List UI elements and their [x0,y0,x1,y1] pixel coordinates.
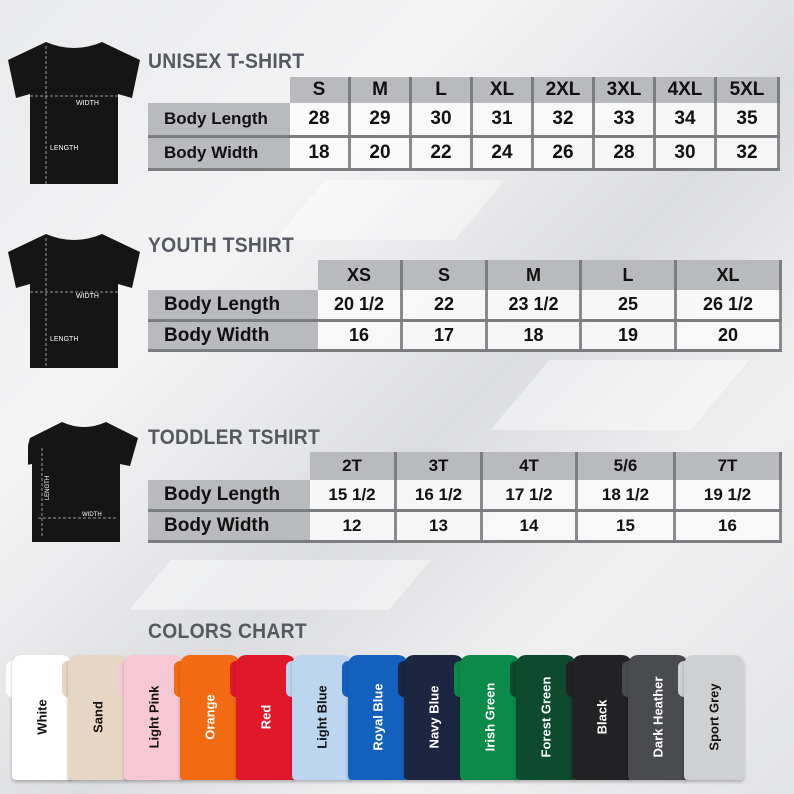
size-header: 7T [676,452,782,480]
size-header: 3XL [595,77,656,103]
table-cell: 29 [351,103,412,135]
length-label: LENGTH [50,145,79,152]
table-cell: 12 [310,512,397,540]
width-label: WIDTH [82,512,102,518]
table-cell: 31 [473,103,534,135]
unisex-title: UNISEX T-SHIRT [148,50,305,73]
size-header: S [290,77,351,103]
table-cell: 18 1/2 [578,480,676,509]
unisex-shirt-diagram [8,42,140,184]
table-cell: 23 1/2 [488,290,582,319]
table-cell: 32 [534,103,595,135]
color-name: Navy Blue [426,685,442,749]
size-header: M [488,260,582,290]
row-divider [148,509,782,512]
shirt-body [684,655,744,780]
row-label: Body Width [148,512,310,540]
size-header: 5/6 [578,452,676,480]
youth-title: YOUTH TSHIRT [148,234,295,257]
toddler-shirt-diagram [28,422,138,542]
table-cell: 24 [473,138,534,168]
table-cell: 15 1/2 [310,480,397,509]
color-name: Orange [202,694,218,740]
row-label: Body Length [148,103,290,135]
color-name: Light Blue [314,685,330,749]
size-header: L [582,260,677,290]
size-header: 3T [397,452,483,480]
table-cell: 18 [290,138,351,168]
table-cell: 26 [534,138,595,168]
width-label: WIDTH [76,293,99,300]
background-stripe [129,560,431,610]
size-header: 4T [483,452,578,480]
table-cell: 22 [412,138,473,168]
color-name: Sport Grey [706,683,722,751]
color-swatch: White [6,655,78,780]
color-name: Irish Green [482,682,498,752]
length-label: LENGTH [50,336,79,343]
row-label: Body Width [148,138,290,168]
table-cell: 35 [717,103,780,135]
row-divider [148,349,782,352]
row-label: Body Width [148,322,318,349]
table-cell: 34 [656,103,717,135]
table-cell: 28 [290,103,351,135]
row-divider [148,540,782,543]
size-header: M [351,77,412,103]
size-header: XL [677,260,782,290]
table-cell: 28 [595,138,656,168]
row-divider [148,168,780,171]
table-cell: 20 [677,322,782,349]
toddler-title: TODDLER TSHIRT [148,426,321,449]
size-header: XL [473,77,534,103]
colors-chart-title: COLORS CHART [148,620,307,643]
size-header: 2T [310,452,397,480]
color-name: White [34,699,50,735]
table-cell: 13 [397,512,483,540]
table-cell: 33 [595,103,656,135]
table-cell: 20 [351,138,412,168]
table-cell: 17 [403,322,488,349]
table-cell: 30 [656,138,717,168]
table-cell: 16 [318,322,403,349]
size-header: 2XL [534,77,595,103]
row-divider [148,135,780,138]
table-cell: 22 [403,290,488,319]
table-cell: 15 [578,512,676,540]
color-name: Red [258,704,274,730]
size-header: 5XL [717,77,780,103]
size-header: 4XL [656,77,717,103]
size-header: XS [318,260,403,290]
color-swatch: Sport Grey [678,655,750,780]
color-name: Sand [90,701,106,733]
color-name: Dark Heather [650,676,666,758]
youth-shirt-diagram [8,234,140,368]
size-header: S [403,260,488,290]
table-cell: 25 [582,290,677,319]
row-label: Body Length [148,480,310,509]
size-header: L [412,77,473,103]
table-cell: 30 [412,103,473,135]
table-cell: 20 1/2 [318,290,403,319]
table-cell: 16 1/2 [397,480,483,509]
table-cell: 19 [582,322,677,349]
table-cell: 19 1/2 [676,480,782,509]
width-label: WIDTH [76,100,99,107]
color-name: Royal Blue [370,683,386,751]
background-stripe [274,180,506,240]
length-label: LENGTH [45,475,52,501]
row-divider [148,319,782,322]
background-stripe [490,360,750,430]
row-label: Body Length [148,290,318,319]
color-name: Black [594,699,610,735]
table-cell: 17 1/2 [483,480,578,509]
table-cell: 26 1/2 [677,290,782,319]
table-cell: 14 [483,512,578,540]
color-name: Forest Green [538,676,554,758]
color-name: Light Pink [146,685,162,749]
table-cell: 16 [676,512,782,540]
table-cell: 18 [488,322,582,349]
table-cell: 32 [717,138,780,168]
